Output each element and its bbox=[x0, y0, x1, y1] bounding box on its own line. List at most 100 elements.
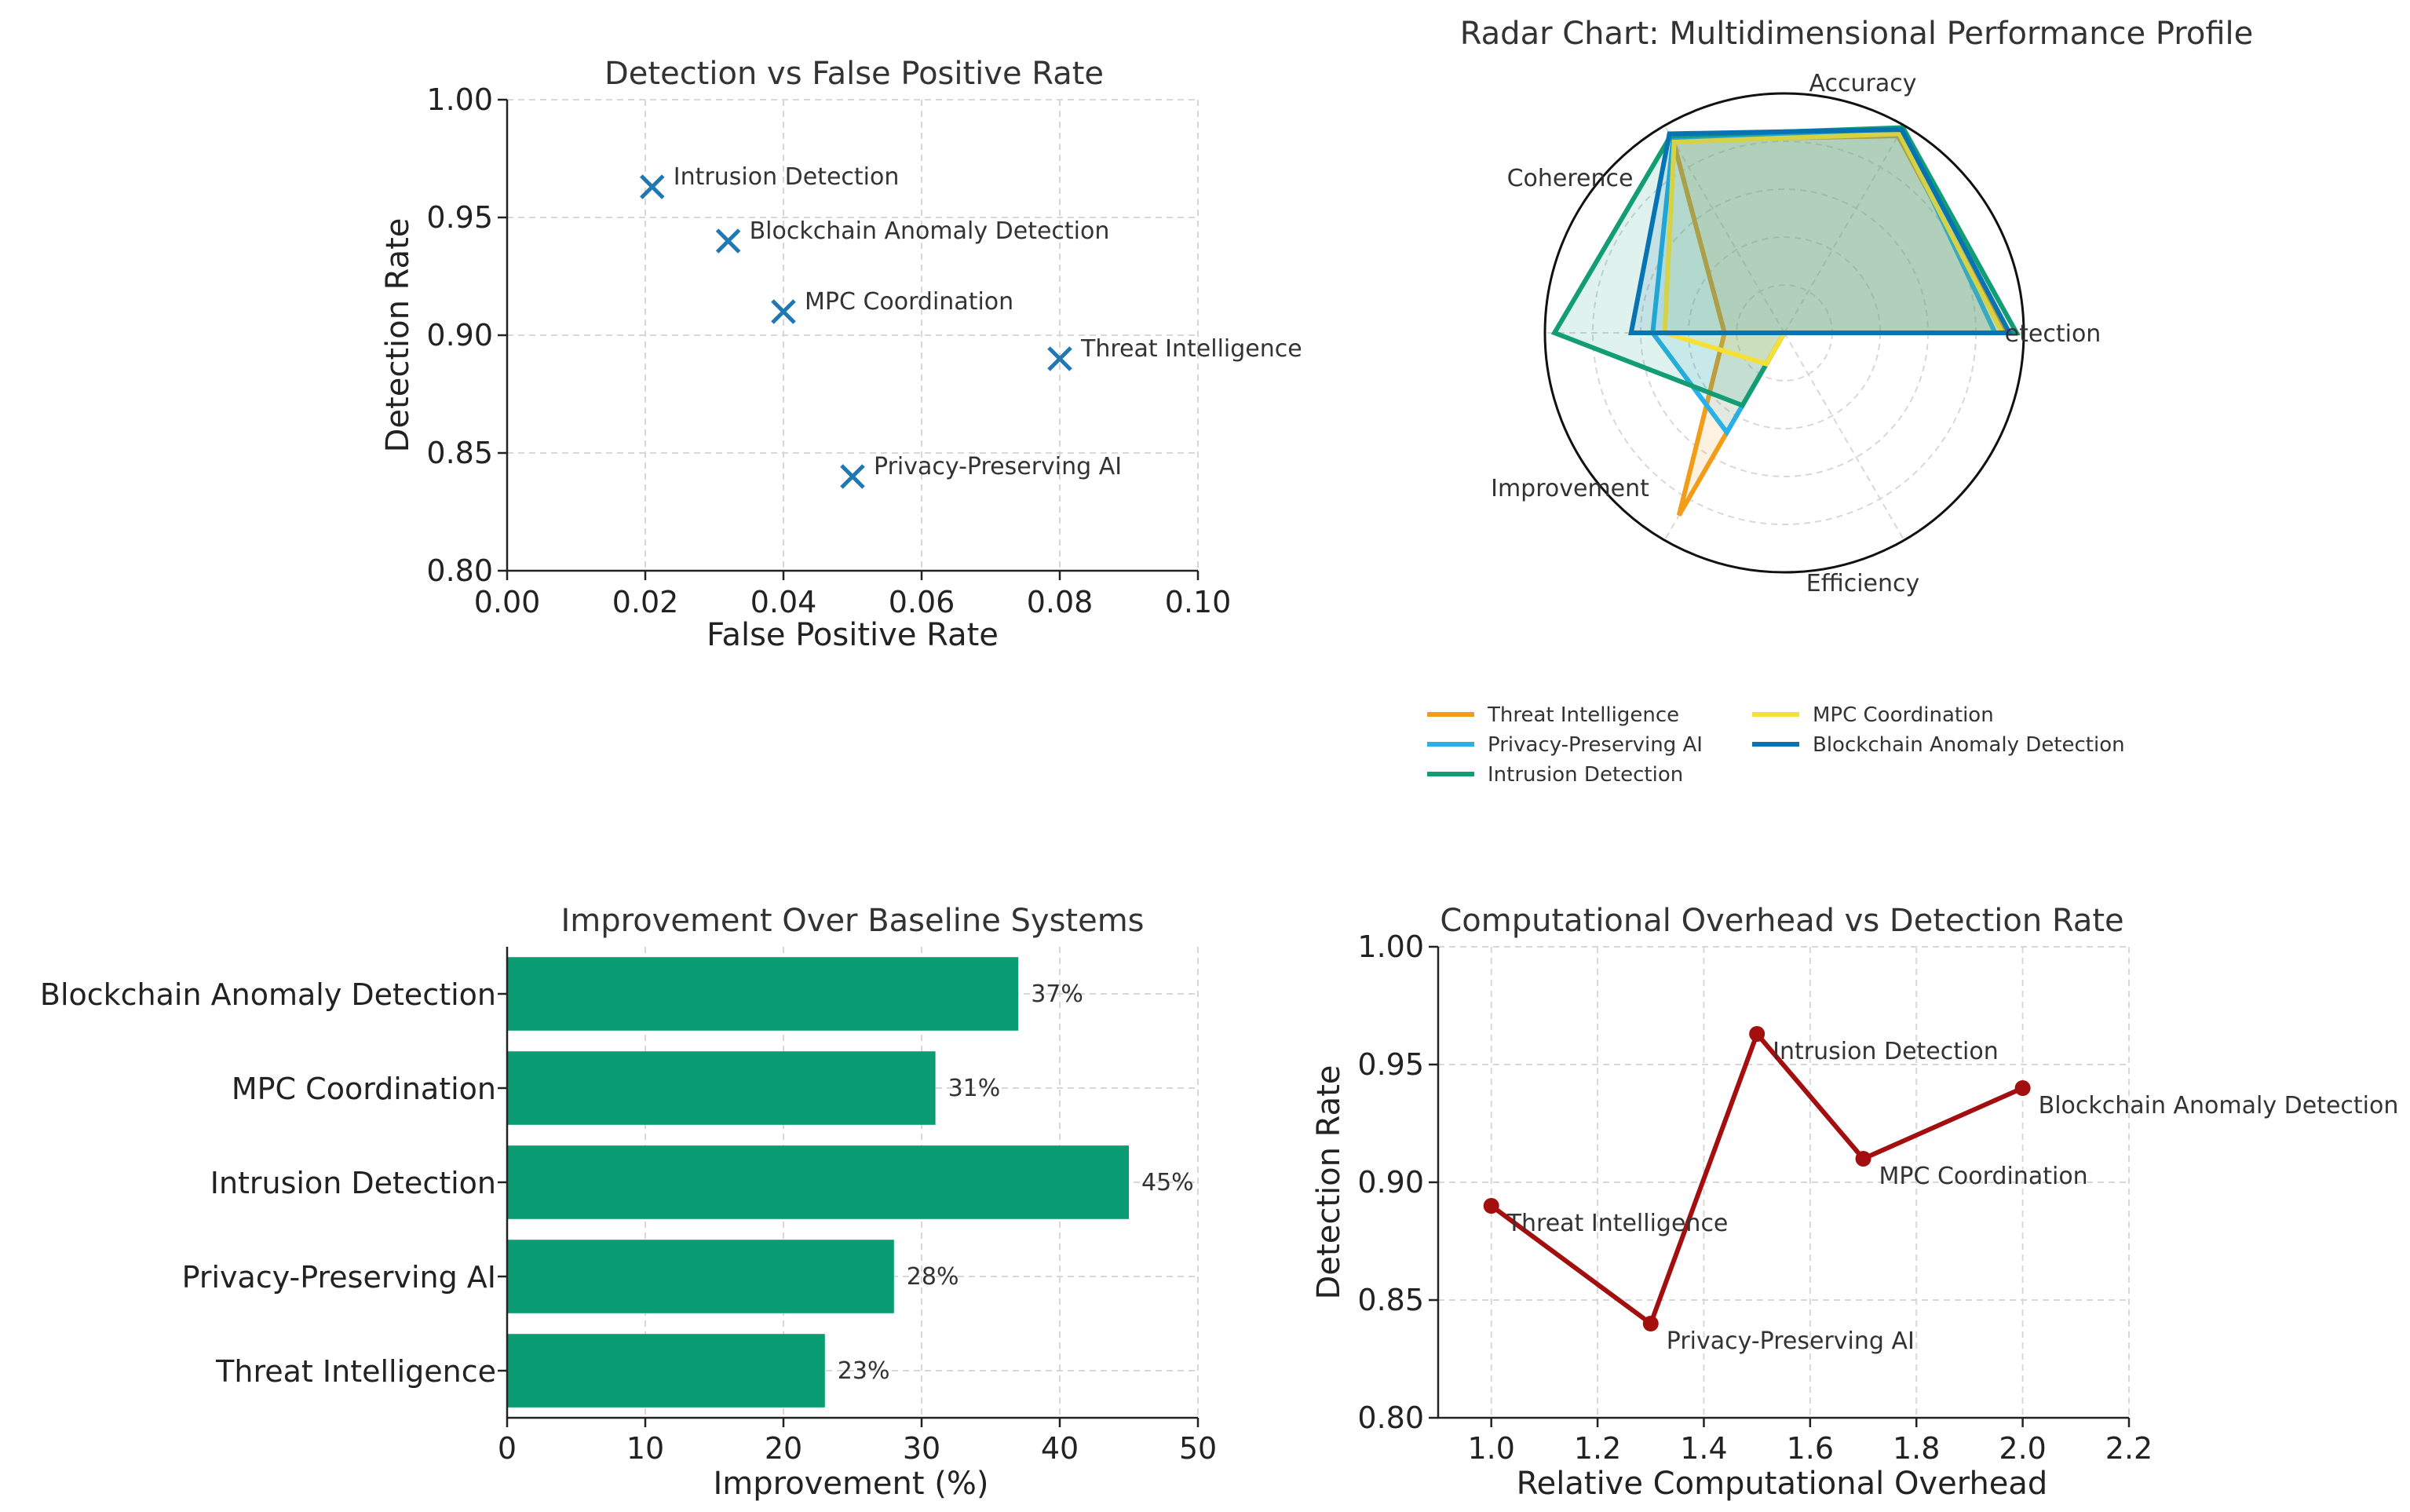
bar-bars: 37% 31% 45% 28% 23% bbox=[507, 957, 1194, 1408]
radar-axis-label-efficiency: Efficiency bbox=[1806, 570, 1920, 597]
line-x-tick-label-4: 1.8 bbox=[1893, 1431, 1940, 1466]
bar-category-label-threat-intelligence: Threat Intelligence bbox=[215, 1354, 496, 1389]
line-y-tick-label-4: 1.00 bbox=[1357, 929, 1424, 964]
radar-axis-label-accuracy: Accuracy bbox=[1809, 70, 1917, 97]
line-x-tick-label-5: 2.0 bbox=[1999, 1431, 2046, 1466]
line-x-tick-label-0: 1.0 bbox=[1467, 1431, 1514, 1466]
line-y-label: Detection Rate bbox=[1311, 1065, 1347, 1300]
scatter-point-label-intrusion-detection: Intrusion Detection bbox=[674, 163, 900, 191]
bar-threat-intelligence bbox=[507, 1334, 825, 1408]
legend-label-intrusion-detection: Intrusion Detection bbox=[1488, 763, 1683, 787]
scatter-point-threat-intelligence bbox=[1047, 346, 1072, 371]
bar-x-tick-label-5: 50 bbox=[1179, 1431, 1217, 1466]
line-x-tick-label-6: 2.2 bbox=[2105, 1431, 2153, 1466]
line-point-privacy-preserving-ai bbox=[1642, 1316, 1659, 1331]
bar-value-label-mpc-coordination: 31% bbox=[948, 1075, 1001, 1102]
line-point-label-intrusion-detection: Intrusion Detection bbox=[1773, 1038, 1999, 1065]
bar-category-label-privacy-preserving-ai: Privacy-Preserving AI bbox=[182, 1260, 496, 1295]
scatter-y-tick-label-4: 1.00 bbox=[426, 82, 493, 117]
line-point-label-privacy-preserving-ai: Privacy-Preserving AI bbox=[1667, 1328, 1915, 1355]
bar-x-label: Improvement (%) bbox=[713, 1466, 988, 1502]
scatter-y-tick-label-0: 0.80 bbox=[426, 553, 493, 588]
scatter-x-tick-label-2: 0.04 bbox=[750, 585, 817, 619]
legend-label-threat-intelligence: Threat Intelligence bbox=[1487, 703, 1679, 727]
scatter-y-ticks: 0.80 0.85 0.90 0.95 1.00 bbox=[426, 82, 507, 588]
line-point-threat-intelligence bbox=[1483, 1198, 1499, 1214]
bar-value-label-intrusion-detection: 45% bbox=[1141, 1169, 1194, 1196]
scatter-point-mpc-coordination bbox=[771, 299, 796, 324]
bar-panel: Improvement Over Baseline Systems 37% 31%… bbox=[40, 903, 1217, 1502]
line-x-tick-label-1: 1.2 bbox=[1574, 1431, 1621, 1466]
bar-category-labels: Blockchain Anomaly Detection MPC Coordina… bbox=[40, 977, 507, 1389]
line-x-label: Relative Computational Overhead bbox=[1517, 1466, 2048, 1502]
bar-intrusion-detection bbox=[507, 1145, 1129, 1219]
scatter-point-label-blockchain-anomaly-detection: Blockchain Anomaly Detection bbox=[750, 217, 1110, 245]
scatter-x-label: False Positive Rate bbox=[707, 617, 999, 653]
scatter-x-tick-label-3: 0.06 bbox=[889, 585, 955, 619]
bar-x-tick-label-1: 10 bbox=[626, 1431, 664, 1466]
scatter-point-label-privacy-preserving-ai: Privacy-Preserving AI bbox=[874, 453, 1122, 480]
radar-axis-label-coherence: Coherence bbox=[1507, 165, 1634, 192]
legend-label-blockchain-anomaly-detection: Blockchain Anomaly Detection bbox=[1813, 733, 2125, 757]
radar-grid-spoke-2 bbox=[1663, 125, 1785, 334]
bar-category-label-intrusion-detection: Intrusion Detection bbox=[210, 1166, 496, 1200]
scatter-x-tick-label-4: 0.08 bbox=[1027, 585, 1094, 619]
radar-grid-spoke-1 bbox=[1784, 125, 1905, 334]
line-point-mpc-coordination bbox=[1855, 1151, 1871, 1167]
line-y-tick-label-0: 0.80 bbox=[1357, 1401, 1424, 1435]
radar-series bbox=[1550, 125, 2021, 517]
bar-value-label-privacy-preserving-ai: 28% bbox=[907, 1263, 959, 1291]
line-title: Computational Overhead vs Detection Rate bbox=[1440, 903, 2123, 939]
legend-label-mpc-coordination: MPC Coordination bbox=[1813, 703, 1994, 727]
scatter-points: Intrusion Detection Blockchain Anomaly De… bbox=[640, 163, 1302, 489]
bar-x-tick-label-0: 0 bbox=[498, 1431, 517, 1466]
line-point-label-blockchain-anomaly-detection: Blockchain Anomaly Detection bbox=[2039, 1092, 2399, 1119]
bar-mpc-coordination bbox=[507, 1051, 936, 1125]
line-x-tick-label-3: 1.6 bbox=[1787, 1431, 1834, 1466]
radar-grid-spoke-5 bbox=[1784, 332, 1905, 541]
bar-title: Improvement Over Baseline Systems bbox=[561, 903, 1144, 939]
radar-axis-label-detection: etection bbox=[2005, 320, 2101, 348]
scatter-point-privacy-preserving-ai bbox=[840, 464, 865, 489]
scatter-y-label: Detection Rate bbox=[380, 218, 416, 453]
bar-blockchain-anomaly-detection bbox=[507, 957, 1019, 1031]
radar-panel: Radar Chart: Multidimensional Performanc… bbox=[1427, 16, 2253, 787]
line-point-intrusion-detection bbox=[1749, 1026, 1766, 1042]
line-point-label-mpc-coordination: MPC Coordination bbox=[1879, 1163, 2088, 1190]
radar-outer-circle bbox=[1543, 92, 2025, 574]
radar-series-blockchain-anomaly-detection bbox=[1628, 127, 2014, 335]
scatter-x-tick-label-0: 0.00 bbox=[474, 585, 541, 619]
scatter-panel: Detection vs False Positive Rate 0.00 0.0… bbox=[380, 56, 1302, 653]
line-point-blockchain-anomaly-detection bbox=[2014, 1080, 2031, 1096]
line-series: Threat Intelligence Privacy-Preserving AI… bbox=[1483, 1026, 2399, 1355]
bar-value-label-blockchain-anomaly-detection: 37% bbox=[1031, 981, 1083, 1008]
scatter-point-label-mpc-coordination: MPC Coordination bbox=[805, 288, 1013, 316]
scatter-x-ticks: 0.00 0.02 0.04 0.06 0.08 0.10 bbox=[474, 571, 1231, 619]
scatter-title: Detection vs False Positive Rate bbox=[604, 56, 1104, 92]
bar-category-label-mpc-coordination: MPC Coordination bbox=[232, 1072, 496, 1106]
scatter-point-blockchain-anomaly-detection bbox=[715, 228, 741, 254]
line-x-tick-label-2: 1.4 bbox=[1680, 1431, 1727, 1466]
scatter-point-intrusion-detection bbox=[640, 174, 665, 199]
bar-x-tick-label-4: 40 bbox=[1041, 1431, 1079, 1466]
radar-title: Radar Chart: Multidimensional Performanc… bbox=[1460, 16, 2254, 52]
scatter-y-tick-label-1: 0.85 bbox=[426, 436, 493, 470]
line-panel: Computational Overhead vs Detection Rate… bbox=[1311, 903, 2398, 1502]
scatter-y-tick-label-3: 0.95 bbox=[426, 200, 493, 235]
line-x-ticks: 1.0 1.2 1.4 1.6 1.8 2.0 2.2 bbox=[1467, 1418, 2153, 1466]
radar-axis-labels: Accuracy Coherence etection Improvement … bbox=[1491, 70, 2101, 597]
bar-x-tick-label-2: 20 bbox=[765, 1431, 802, 1466]
radar-legend: Threat Intelligence Privacy-Preserving A… bbox=[1427, 703, 2125, 787]
bar-value-label-threat-intelligence: 23% bbox=[838, 1357, 890, 1385]
scatter-point-label-threat-intelligence: Threat Intelligence bbox=[1080, 335, 1302, 363]
line-y-tick-label-2: 0.90 bbox=[1357, 1165, 1424, 1200]
scatter-x-tick-label-1: 0.02 bbox=[612, 585, 679, 619]
line-y-tick-label-1: 0.85 bbox=[1357, 1283, 1424, 1317]
bar-x-ticks: 0 10 20 30 40 50 bbox=[498, 1418, 1217, 1466]
bar-privacy-preserving-ai bbox=[507, 1240, 894, 1313]
line-point-label-threat-intelligence: Threat Intelligence bbox=[1506, 1210, 1729, 1237]
bar-category-label-blockchain-anomaly-detection: Blockchain Anomaly Detection bbox=[40, 977, 496, 1012]
line-y-tick-label-3: 0.95 bbox=[1357, 1047, 1424, 1082]
legend-label-privacy-preserving-ai: Privacy-Preserving AI bbox=[1488, 733, 1703, 757]
